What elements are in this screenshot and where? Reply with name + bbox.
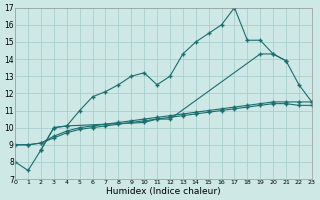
X-axis label: Humidex (Indice chaleur): Humidex (Indice chaleur) [106, 187, 221, 196]
